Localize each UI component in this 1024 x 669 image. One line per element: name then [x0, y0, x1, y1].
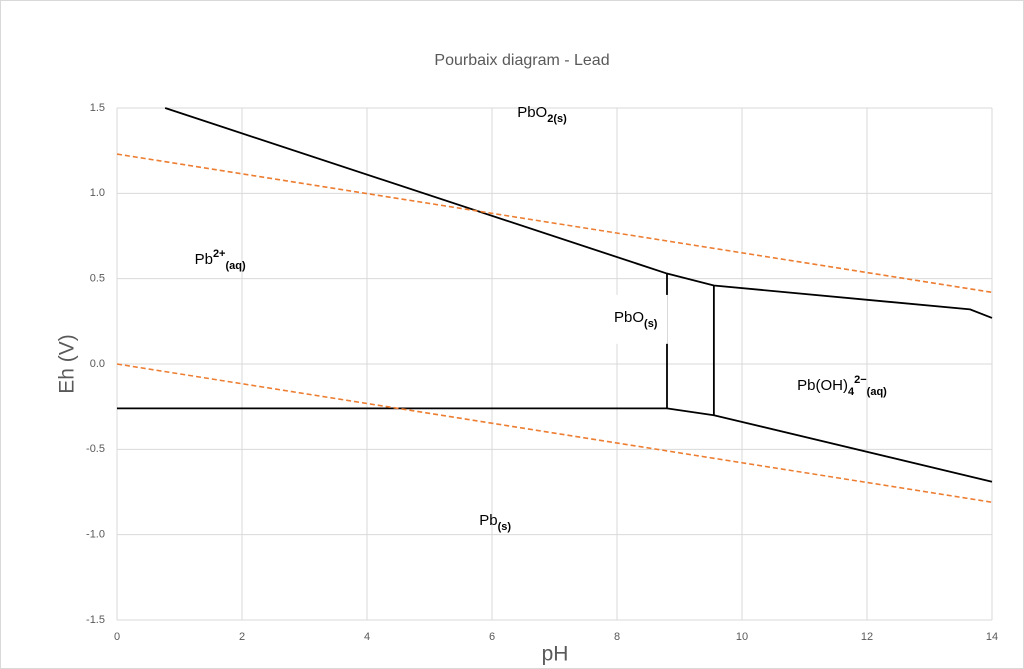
label-part: (s): [644, 318, 658, 330]
label-part: (aq): [225, 260, 246, 272]
y-tick-label: -1.0: [86, 529, 105, 541]
label-part: (s): [498, 521, 512, 533]
label-part: 2(s): [547, 113, 567, 125]
y-tick-label: -1.5: [86, 614, 105, 626]
region-label-text: Pb(s): [479, 512, 511, 533]
region-label-text: PbO(s): [614, 309, 658, 330]
label-part: 2+: [213, 248, 226, 260]
y-tick-label: 1.0: [90, 187, 105, 199]
y-tick-label: -0.5: [86, 443, 105, 455]
region-label-text: PbO2(s): [517, 104, 567, 125]
boundary-line: [116, 363, 993, 504]
x-tick-label: 2: [239, 631, 245, 643]
x-tick-label: 10: [736, 631, 748, 643]
y-tick-label: 1.5: [90, 102, 105, 114]
label-part: 4: [848, 386, 855, 398]
x-axis-label: pH: [542, 643, 569, 666]
y-tick-label: 0.0: [90, 358, 105, 370]
x-tick-label: 12: [861, 631, 873, 643]
region-label: Pb(s): [479, 512, 511, 533]
boundary-line: [116, 153, 993, 294]
region-label: Pb(OH)42−(aq): [797, 374, 887, 398]
label-part: Pb: [479, 512, 497, 529]
y-tick-label: 0.5: [90, 273, 105, 285]
y-axis-label: Eh (V): [56, 334, 79, 394]
label-part: Pb(OH): [797, 377, 848, 394]
label-part: PbO: [614, 309, 644, 326]
chart-title: Pourbaix diagram - Lead: [434, 52, 609, 69]
region-label: Pb2+(aq): [195, 248, 246, 272]
label-part: 2−: [854, 374, 867, 386]
region-label-text: Pb(OH)42−(aq): [797, 374, 887, 398]
label-background: [604, 294, 668, 344]
x-tick-label: 4: [364, 631, 370, 643]
label-part: Pb: [195, 251, 213, 268]
region-label: PbO(s): [604, 294, 668, 344]
label-part: PbO: [517, 104, 547, 121]
x-tick-label: 0: [114, 631, 120, 643]
x-tick-label: 8: [614, 631, 620, 643]
x-tick-label: 14: [986, 631, 998, 643]
x-tick-label: 6: [489, 631, 495, 643]
boundary-line: [117, 407, 993, 483]
region-label-text: Pb2+(aq): [195, 248, 246, 272]
region-label: PbO2(s): [517, 104, 567, 125]
label-part: (aq): [867, 386, 888, 398]
boundary-line: [164, 107, 993, 319]
